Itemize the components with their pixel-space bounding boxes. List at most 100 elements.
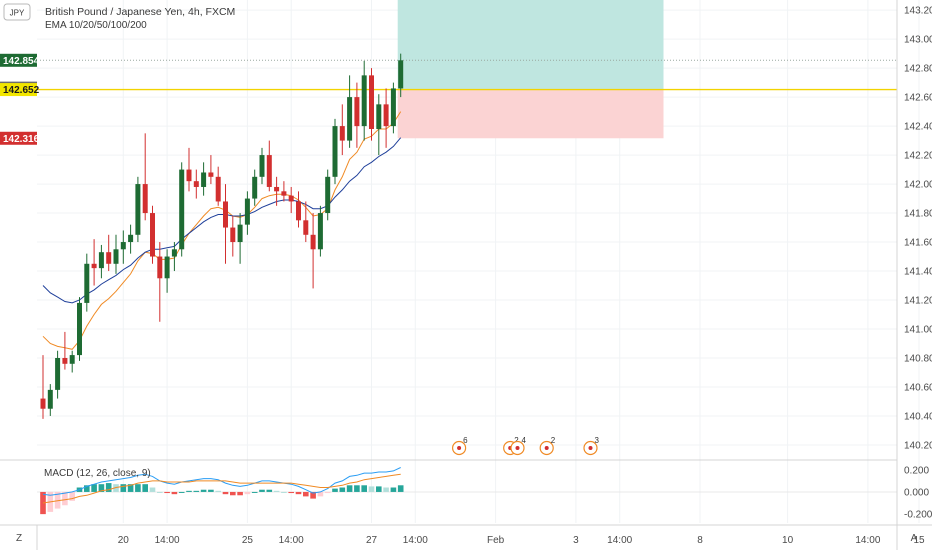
candle-body[interactable] [317, 213, 323, 250]
candle-body[interactable] [157, 256, 163, 279]
corner-right-label[interactable]: A [911, 533, 918, 544]
macd-histogram-bar [251, 491, 258, 493]
candle-body[interactable] [376, 104, 382, 129]
candle-body[interactable] [237, 224, 243, 243]
candle-body[interactable] [208, 172, 214, 177]
candle-body[interactable] [215, 176, 221, 202]
candle-body[interactable] [354, 97, 360, 127]
candle-body[interactable] [274, 186, 280, 192]
macd-tick-label: 0.200 [904, 465, 929, 476]
candle-body[interactable] [398, 60, 404, 89]
macd-histogram-bar [266, 489, 273, 492]
candle-body[interactable] [361, 75, 367, 127]
candle-body[interactable] [281, 191, 287, 196]
price-label: 142.652 [3, 85, 40, 96]
target-zone[interactable] [397, 0, 664, 90]
signal-line [42, 473, 401, 504]
macd-histogram-bar [346, 485, 353, 492]
candle-body[interactable] [303, 220, 309, 235]
chart-title[interactable]: British Pound / Japanese Yen, 4h, FXCM [45, 6, 235, 18]
candle-body[interactable] [69, 355, 75, 364]
y-tick-label: 141.000 [904, 325, 932, 336]
candle-body[interactable] [171, 249, 177, 257]
macd-histogram-bar [200, 489, 207, 492]
ema-lines [42, 111, 402, 350]
candle-body[interactable] [62, 357, 68, 364]
candle-body[interactable] [259, 155, 265, 177]
y-tick-label: 140.400 [904, 411, 932, 422]
candle-body[interactable] [325, 176, 331, 214]
candle-body[interactable] [332, 126, 338, 177]
candle-body[interactable] [310, 234, 316, 250]
candle-body[interactable] [339, 126, 345, 141]
macd-histogram-bar [361, 485, 367, 492]
price-label: 142.316 [3, 134, 40, 145]
candle-body[interactable] [77, 302, 82, 356]
event-marker-dot [457, 446, 462, 450]
symbol-badge-text: JPY [10, 9, 25, 18]
candle-body[interactable] [252, 176, 258, 199]
position-tool[interactable] [37, 0, 897, 139]
candle-body[interactable] [230, 227, 236, 243]
candle-body[interactable] [120, 242, 126, 250]
candle-body[interactable] [390, 88, 396, 127]
macd-histogram-bar [215, 490, 221, 492]
candle-body[interactable] [296, 201, 301, 221]
candle-body[interactable] [98, 252, 104, 269]
macd-histogram-bar [91, 484, 97, 492]
macd-histogram-bar [317, 491, 324, 497]
ema-legend[interactable]: EMA 10/20/50/100/200 [45, 20, 147, 31]
candle-body[interactable] [266, 155, 272, 187]
candle-body[interactable] [347, 97, 353, 141]
candle-body[interactable] [201, 172, 207, 187]
macd-histogram-bar [237, 491, 243, 496]
candle-body[interactable] [135, 184, 141, 235]
price-label-bg [0, 53, 37, 67]
candle-body[interactable] [383, 104, 389, 127]
candle-body[interactable] [179, 169, 185, 250]
y-tick-label: 141.200 [904, 296, 932, 307]
candle-body[interactable] [113, 249, 119, 264]
candle-body[interactable] [193, 181, 199, 187]
candle-body[interactable] [55, 357, 61, 390]
corner-left-label[interactable]: Z [16, 533, 22, 544]
y-tick-label: 142.600 [904, 93, 932, 104]
price-label: 142.854 [3, 56, 40, 67]
event-marker-dot [515, 446, 520, 450]
candle-body[interactable] [84, 263, 90, 303]
macd-histogram-bar [149, 487, 156, 492]
macd-legend[interactable]: MACD (12, 26, close, 9) [44, 468, 151, 479]
candle-body[interactable] [369, 75, 374, 129]
candle-body[interactable] [106, 252, 112, 264]
candles[interactable] [40, 53, 404, 419]
candle-body[interactable] [244, 198, 250, 225]
macd-histogram-bar [273, 490, 280, 492]
candle-body[interactable] [128, 234, 134, 243]
event-marker-dot [544, 446, 549, 450]
candle-body[interactable] [288, 195, 294, 202]
candle-body[interactable] [47, 389, 53, 409]
macd-histogram-bar [178, 491, 185, 493]
candle-body[interactable] [91, 263, 97, 269]
macd-histogram-bar [186, 490, 192, 492]
macd-histogram-bar [40, 491, 46, 515]
stop-zone[interactable] [397, 89, 664, 139]
candle-body[interactable] [164, 256, 170, 279]
symbol-badge[interactable] [3, 3, 31, 21]
x-tick-label: 27 [366, 535, 378, 546]
macd-histogram-bar [339, 487, 346, 492]
candle-body[interactable] [142, 184, 148, 214]
candle-body[interactable] [186, 169, 192, 182]
macd-histogram-bar [142, 484, 148, 492]
candle-body[interactable] [223, 201, 228, 228]
candle-body[interactable] [150, 213, 155, 257]
y-tick-label: 140.800 [904, 353, 932, 364]
event-marker-count: 4 [522, 436, 527, 445]
macd-histogram-bar [127, 484, 134, 492]
candle-body[interactable] [40, 398, 46, 409]
x-tick-label: 14:00 [607, 535, 632, 546]
macd-pane [37, 467, 897, 515]
event-marker-count: 2 [551, 436, 556, 445]
